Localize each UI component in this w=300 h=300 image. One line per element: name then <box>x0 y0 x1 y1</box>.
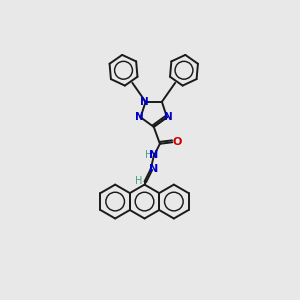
Text: N: N <box>149 164 158 174</box>
Text: N: N <box>164 112 173 122</box>
Text: H: H <box>135 176 143 186</box>
Text: H: H <box>145 150 152 160</box>
Text: N: N <box>140 97 148 107</box>
Text: N: N <box>135 112 143 122</box>
Text: N: N <box>149 150 158 160</box>
Text: O: O <box>172 137 182 147</box>
